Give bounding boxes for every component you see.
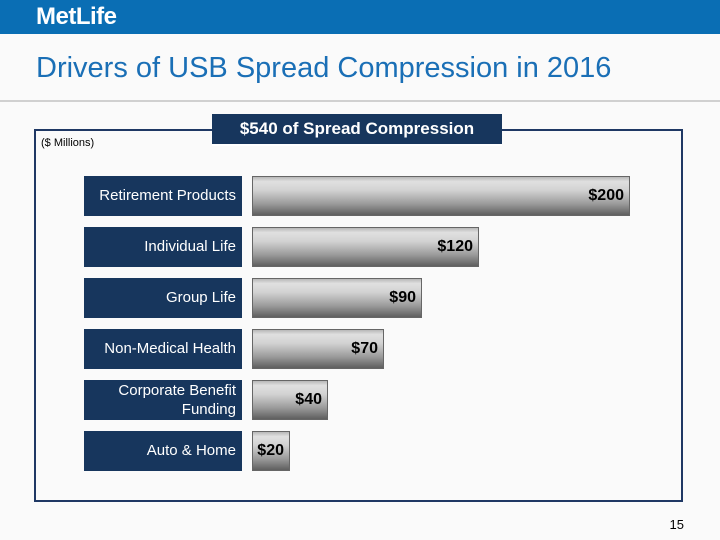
page-number: 15 — [669, 517, 684, 532]
bar — [252, 278, 422, 318]
data-label: $200 — [588, 187, 624, 204]
data-label: $120 — [437, 238, 473, 255]
bar — [252, 227, 479, 267]
bar — [252, 176, 630, 216]
title-divider — [0, 100, 720, 102]
slide-title: Drivers of USB Spread Compression in 201… — [36, 52, 612, 84]
data-label: $70 — [351, 340, 378, 357]
header-bar: MetLife — [0, 0, 720, 34]
category-label: Corporate Benefit Funding — [84, 380, 242, 420]
category-label: Individual Life — [84, 227, 242, 267]
bar — [252, 329, 384, 369]
category-label: Auto & Home — [84, 431, 242, 471]
bar — [252, 380, 328, 420]
chart-banner: $540 of Spread Compression — [212, 114, 502, 146]
data-label: $20 — [257, 442, 284, 459]
category-label: Group Life — [84, 278, 242, 318]
category-label: Retirement Products — [84, 176, 242, 216]
bar — [252, 431, 290, 471]
metlife-logo: MetLife — [36, 3, 117, 30]
category-label: Non-Medical Health — [84, 329, 242, 369]
data-label: $90 — [389, 289, 416, 306]
data-label: $40 — [295, 391, 322, 408]
units-note: ($ Millions) — [41, 137, 95, 149]
